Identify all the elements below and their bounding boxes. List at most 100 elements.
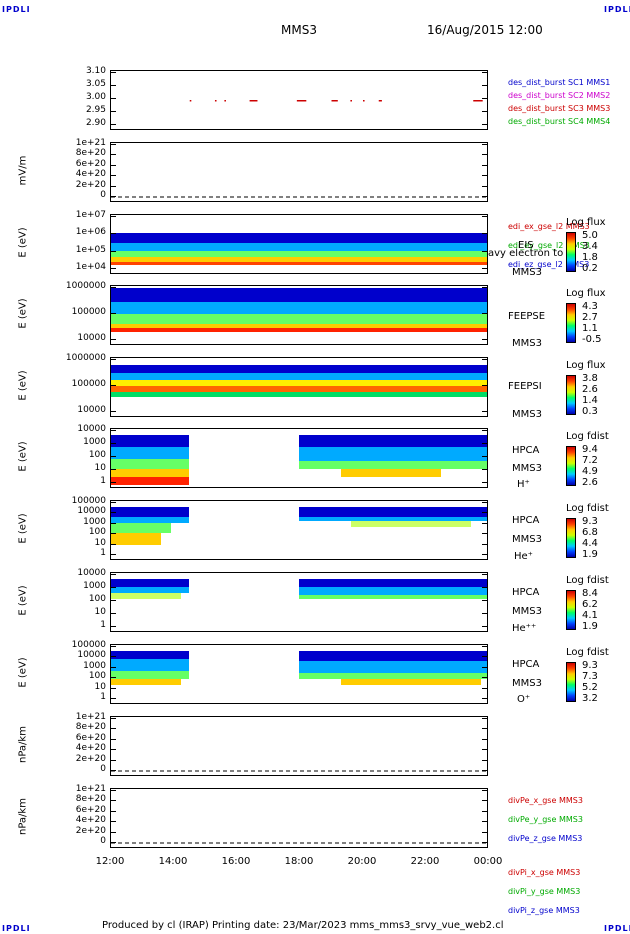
- x-tick-label: 12:00: [95, 856, 125, 867]
- y-tick-mark-right: [482, 770, 488, 771]
- y-tick-mark-left: [110, 85, 116, 86]
- colorbar-value: 9.3: [582, 516, 598, 527]
- y-tick-mark-left: [110, 339, 116, 340]
- legend-entry: divPi_y_gse MMS3: [508, 887, 581, 896]
- feepsi-spacecraft-label: MMS3: [512, 409, 542, 420]
- y-tick-label: 100000: [71, 496, 106, 506]
- burst-segment: [350, 100, 352, 102]
- y-tick-label: 0: [100, 190, 106, 200]
- hpca-hepp-spacecraft-label: MMS3: [512, 606, 542, 617]
- y-tick-mark-right: [482, 268, 488, 269]
- y-tick-label: 0: [100, 836, 106, 846]
- y-tick-label: 4e+20: [75, 169, 106, 180]
- y-tick-mark-right: [482, 482, 488, 483]
- colorbar-title: Log fdist: [566, 503, 609, 514]
- hpca-o-instrument-label: HPCA: [512, 659, 540, 670]
- colorbar-value: 3.8: [582, 373, 598, 384]
- y-tick-label: 1000: [83, 437, 106, 447]
- y-tick-mark-left: [110, 313, 116, 314]
- colorbar-value: 2.6: [582, 384, 598, 395]
- y-tick-mark-right: [482, 543, 488, 545]
- hpca-h-spectrogram: [111, 435, 487, 485]
- colorbar-value: 9.4: [582, 444, 598, 455]
- y-tick-label: 1000: [83, 516, 106, 527]
- panel-divpi-frame: [110, 788, 488, 848]
- burst-segment: [473, 100, 483, 102]
- colorbar-value: 4.4: [582, 538, 598, 549]
- y-tick-mark-right: [482, 522, 488, 524]
- y-tick-mark-left: [110, 749, 116, 751]
- y-tick-label: 3.00: [85, 92, 106, 102]
- y-tick-mark-right: [482, 554, 488, 555]
- burst-segment: [296, 100, 307, 102]
- y-tick-mark-left: [110, 469, 116, 470]
- burst-segment: [214, 100, 217, 102]
- hpca-h-species-label: H⁺: [517, 479, 530, 490]
- y-tick-mark-right: [482, 842, 488, 843]
- y-tick-label: 100: [88, 527, 106, 538]
- y-tick-mark-left: [110, 646, 116, 647]
- hpca-hepp-spectrogram: [111, 579, 487, 599]
- y-tick-mark-left: [110, 831, 116, 833]
- y-tick-mark-left: [110, 613, 116, 614]
- y-tick-mark-right: [482, 810, 488, 812]
- y-tick-mark-right: [482, 574, 488, 575]
- y-tick-mark-right: [482, 587, 488, 588]
- y-tick-mark-right: [482, 821, 488, 823]
- y-tick-mark-left: [110, 111, 116, 112]
- panel-efield-frame: [110, 142, 488, 202]
- divpe-zero-line: [111, 770, 487, 772]
- y-tick-mark-right: [482, 72, 488, 73]
- y-tick-mark-right: [482, 626, 488, 627]
- y-tick-mark-left: [110, 233, 116, 235]
- y-tick-mark-right: [482, 533, 488, 535]
- y-tick-label: 2e+20: [75, 753, 106, 764]
- colorbar-title: Log flux: [566, 360, 606, 371]
- y-tick-mark-left: [110, 728, 116, 730]
- colorbar-value: 1.1: [582, 323, 598, 334]
- colorbar-value: 8.4: [582, 588, 598, 599]
- colorbar-value: 1.8: [582, 252, 598, 263]
- y-tick-label: 1: [100, 620, 106, 630]
- y-tick-mark-right: [482, 656, 488, 658]
- y-tick-label: 10: [94, 463, 106, 473]
- y-tick-mark-right: [482, 85, 488, 86]
- hpca-hepp-species-label: He⁺⁺: [512, 623, 537, 634]
- legend-entry: des_dist_burst SC4 MMS4: [508, 117, 611, 126]
- burst-segment: [224, 100, 226, 102]
- feepse-ylabel: E (eV): [17, 298, 29, 329]
- colorbar: [566, 303, 576, 343]
- y-tick-mark-right: [482, 502, 488, 503]
- y-tick-label: 2e+20: [75, 825, 106, 836]
- y-tick-mark-left: [110, 512, 116, 514]
- y-tick-mark-right: [482, 613, 488, 614]
- y-tick-mark-left: [110, 175, 116, 177]
- x-tick-label: 22:00: [410, 856, 440, 867]
- colorbar: [566, 375, 576, 415]
- divpi-ylabel: nPa/km: [17, 798, 29, 835]
- colorbar-value: 7.3: [582, 671, 598, 682]
- y-tick-label: 1e+07: [75, 210, 106, 220]
- y-tick-label: 1000000: [65, 353, 106, 363]
- legend-entry: des_dist_burst SC2 MMS2: [508, 91, 611, 100]
- colorbar-value: 5.0: [582, 230, 598, 241]
- y-tick-mark-left: [110, 144, 116, 145]
- y-tick-label: 10000: [77, 650, 106, 661]
- eis-instrument-label: EIS: [518, 240, 534, 251]
- y-tick-label: 3.10: [85, 66, 106, 76]
- colorbar-value: 1.4: [582, 395, 598, 406]
- colorbar: [566, 662, 576, 702]
- colorbar-value: 1.9: [582, 549, 598, 560]
- colorbar-title: Log fdist: [566, 431, 609, 442]
- y-tick-label: 10000: [77, 333, 106, 343]
- y-tick-mark-left: [110, 656, 116, 658]
- burst-plot: [189, 100, 483, 102]
- y-tick-mark-left: [110, 770, 116, 771]
- feepse-spectrogram: [111, 286, 487, 344]
- panel-burst-frame: [110, 70, 488, 130]
- colorbar-value: 2.7: [582, 312, 598, 323]
- corner-label-bottom-left: IPDLI: [2, 924, 31, 933]
- y-tick-mark-left: [110, 677, 116, 679]
- y-tick-mark-right: [482, 411, 488, 412]
- colorbar-value: 3.2: [582, 693, 598, 704]
